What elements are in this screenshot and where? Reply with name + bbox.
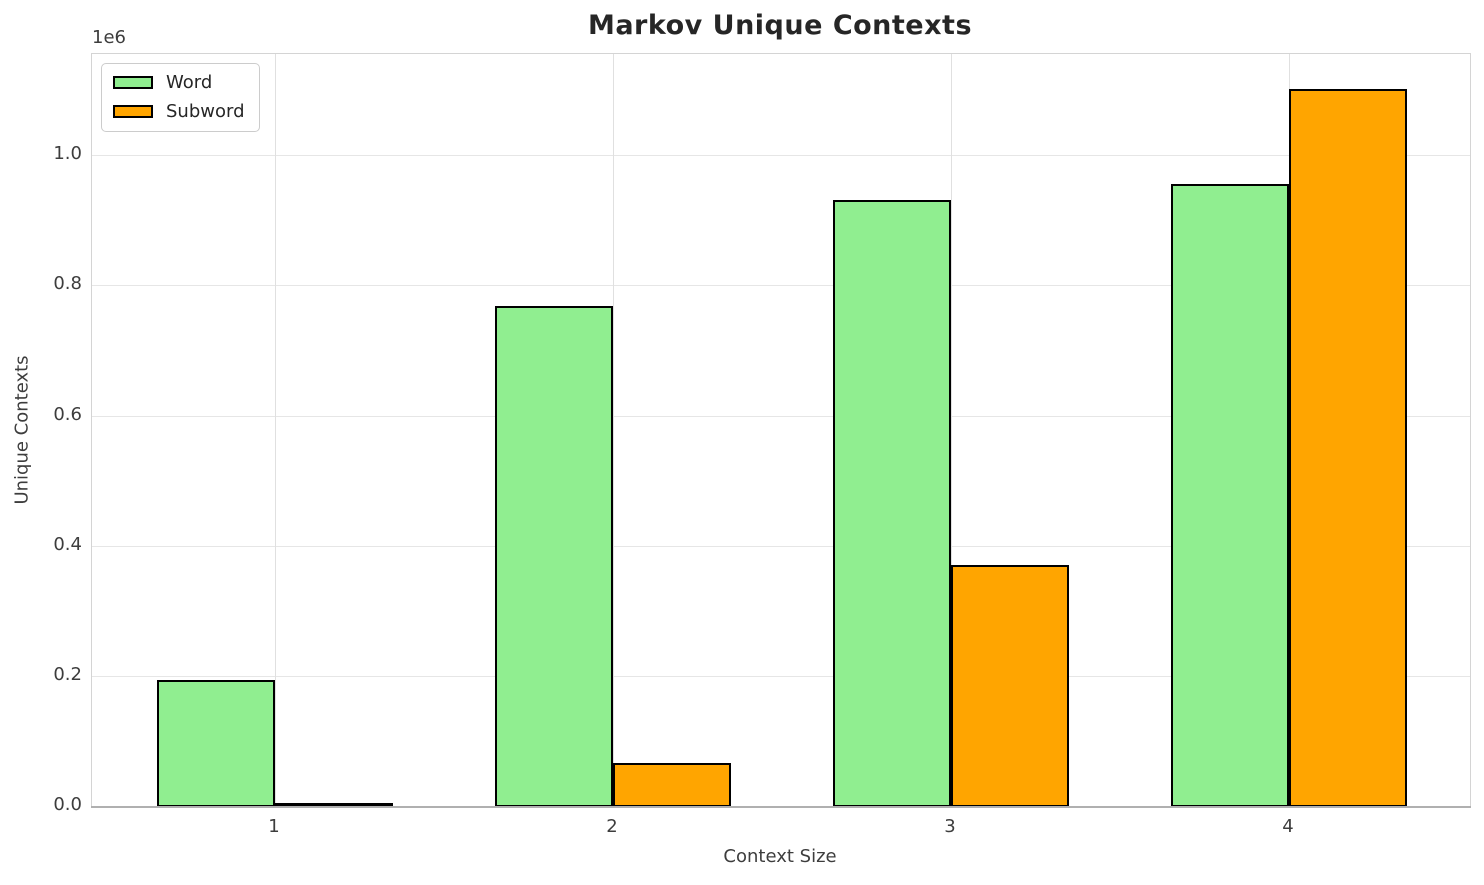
bar-word-2 xyxy=(495,305,613,807)
y-tick-0.4: 0.4 xyxy=(53,533,82,555)
bar-word-4 xyxy=(1171,183,1289,807)
gridline-y-1.0 xyxy=(92,155,1470,157)
legend: Word Subword xyxy=(101,63,260,132)
x-axis-line xyxy=(91,806,1471,808)
legend-swatch-word xyxy=(113,76,153,90)
legend-item-subword: Subword xyxy=(113,100,245,122)
gridline-x-2 xyxy=(613,54,614,807)
bar-subword-3 xyxy=(951,564,1069,807)
bar-word-1 xyxy=(157,680,275,807)
bar-subword-4 xyxy=(1289,89,1407,807)
x-tick-3: 3 xyxy=(944,816,956,837)
y-tick-1.0: 1.0 xyxy=(53,143,82,165)
gridline-y-0.8 xyxy=(92,285,1470,287)
plot-area: Word Subword xyxy=(91,53,1471,808)
x-tick-1: 1 xyxy=(268,816,280,837)
bar-word-3 xyxy=(833,200,951,807)
gridline-x-3 xyxy=(951,54,952,807)
y-axis-offset-label: 1e6 xyxy=(92,27,126,48)
gridline-y-0.2 xyxy=(92,675,1470,677)
x-axis-label: Context Size xyxy=(723,846,837,867)
y-tick-0.8: 0.8 xyxy=(53,273,82,295)
chart-title: Markov Unique Contexts xyxy=(587,10,973,41)
gridline-x-1 xyxy=(275,54,276,807)
legend-item-word: Word xyxy=(113,73,245,93)
legend-label-subword: Subword xyxy=(166,100,245,122)
x-tick-4: 4 xyxy=(1282,816,1294,837)
y-axis-label: Unique Contexts xyxy=(11,355,33,505)
gridline-y-0.4 xyxy=(92,545,1470,547)
y-tick-0.2: 0.2 xyxy=(53,663,82,685)
bar-subword-2 xyxy=(613,762,731,807)
gridline-y-0.6 xyxy=(92,415,1470,417)
y-tick-0.6: 0.6 xyxy=(53,403,82,425)
y-tick-0.0: 0.0 xyxy=(53,794,82,815)
legend-swatch-subword xyxy=(113,105,153,119)
legend-label-word: Word xyxy=(166,72,213,93)
x-tick-2: 2 xyxy=(606,816,618,837)
